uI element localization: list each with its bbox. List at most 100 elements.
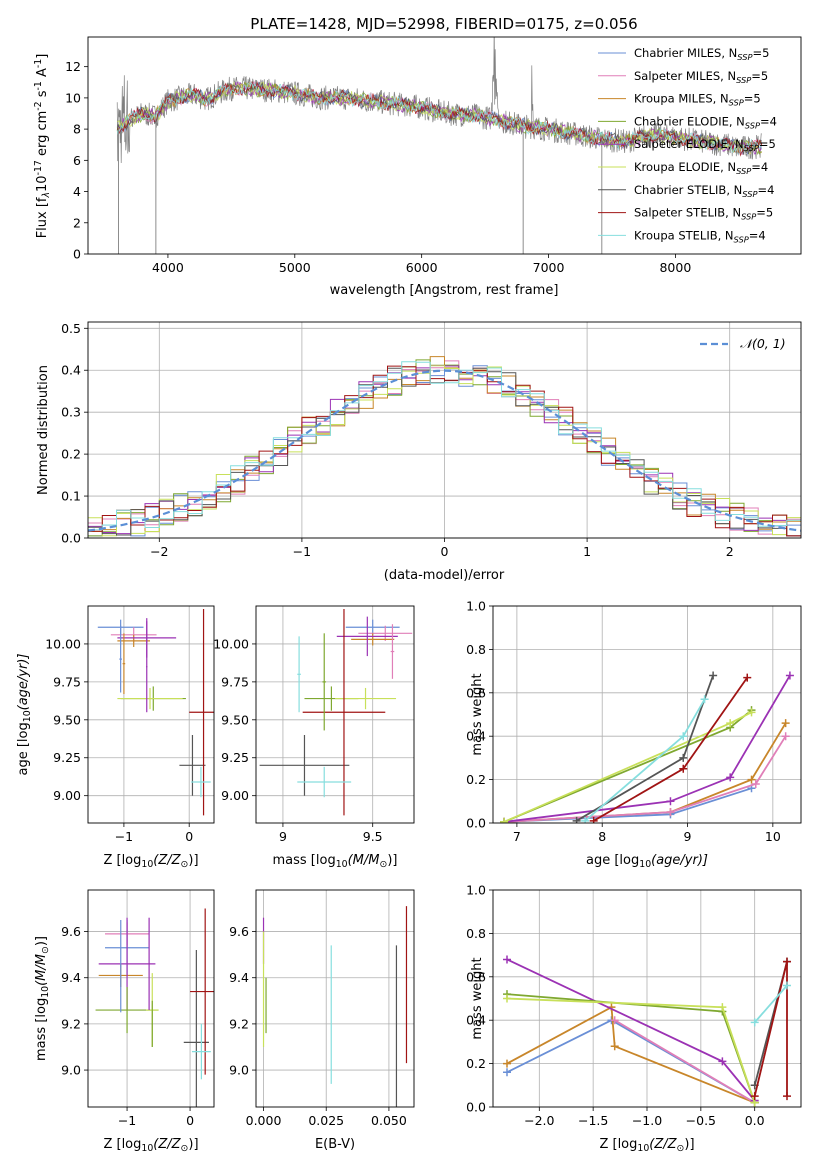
weight-marker [666,797,675,806]
label-part: E(B-V) [315,1137,355,1152]
label-part: =5 [756,206,773,220]
panel-residual_distribution: −2 −1 0 1 2 0.0 0.1 0.2 0.3 0.4 0.5 (data-model)/er… [36,321,802,583]
label-part: =4 [751,160,768,174]
weight-series [503,674,791,823]
x-tick-label: 8000 [659,260,691,275]
x-tick-label: −1.0 [632,1113,662,1128]
legend-entry: Chabrier STELIB, NSSP=4 [634,183,774,199]
panel-mass_vs_EBV: 0.000 0.025 0.050 9.0 9.2 9.4 9.6 E(B-V) [229,889,415,1152]
legend-entry: Chabrier MILES, NSSP=5 [634,46,769,62]
y-tick-label: 1.0 [466,883,486,898]
x-tick-label: 0 [185,829,193,844]
weight-series [504,722,787,823]
x-axis-label: Z [log10(Z/Z⊙)] [103,853,198,870]
x-tick-label: 9 [279,829,287,844]
y-tick-label: 0.6 [466,685,486,700]
y-tick-label: 10.00 [45,636,81,651]
x-tick-label: −1 [118,1113,136,1128]
y-tick-label: 2 [73,215,81,230]
y-axis-label: mass [log10(M/M⊙)] [34,936,51,1061]
weight-series [504,735,787,823]
x-axis-label: age [log10(age/yr)] [586,853,708,870]
y-tick-label: 0.6 [466,969,486,984]
legend-entry: Salpeter MILES, NSSP=5 [634,69,768,85]
label-part: Chabrier MILES, N [634,46,737,60]
axes-frame [87,321,802,539]
x-tick-label: 2 [726,544,734,559]
weight-marker [750,1092,759,1101]
label-part: SSP [744,143,759,153]
axes-frame [87,889,215,1108]
label-part: Kroupa STELIB, N [634,228,734,242]
histograms [88,356,801,537]
model-spectrum [116,82,763,156]
weight-marker [785,671,794,680]
y-tick-label: 0.1 [61,489,81,504]
weight-marker [679,732,688,741]
weight-marker [726,719,735,728]
y-tick-label: 10 [65,90,81,105]
axes-frame [255,605,415,824]
label-part: Salpeter STELIB, N [634,206,741,220]
axes-frame [255,889,415,1108]
label-part: Kroupa ELODIE, N [634,160,736,174]
weight-marker [751,779,760,788]
y-axis-label: Normed distribution [36,365,51,495]
panel-age_vs_mass: 9 9.5 9.00 9.25 9.50 9.75 10.00 mass [log10(M/M… [213,605,415,870]
y-tick-label: 9.00 [53,788,81,803]
weight-series [614,1019,756,1104]
y-tick-label: 9.6 [61,924,81,939]
axes-frame [87,605,215,824]
label-part: -2 [33,101,44,110]
label-part: Z [log [103,853,141,868]
x-tick-label: −2.0 [524,1113,554,1128]
y-tick-label: 0.3 [61,405,81,420]
weight-marker [783,957,791,966]
weight-series [506,1005,756,1104]
x-tick-label: 8 [598,829,606,844]
axes-frame [492,605,802,824]
histogram-series [88,365,801,537]
label-part: SSP [734,234,749,244]
label-part: =5 [751,69,768,83]
y-tick-label: 0.0 [61,531,81,546]
y-tick-label: 9.50 [221,712,249,727]
y-tick-label: 9.4 [61,970,81,985]
y-tick-label: 0.2 [466,772,486,787]
x-tick-label: 6000 [406,260,438,275]
label-part: SSP [745,120,760,130]
histogram-series [88,361,801,531]
weight-marker [726,773,735,782]
y-tick-label: 4 [73,184,81,199]
y-tick-label: 0.8 [466,926,486,941]
x-axis-label: (data-model)/error [384,568,505,583]
label-part: Chabrier ELODIE, N [634,114,745,128]
label-part: Z [log [599,1137,637,1152]
label-part: Flux [f [35,197,50,238]
label-part: Salpeter ELODIE, N [634,137,744,151]
label-part: )] [188,853,198,868]
x-tick-label: 0.050 [371,1113,407,1128]
legend-entry: Kroupa ELODIE, NSSP=4 [634,160,768,176]
errorbars [262,906,408,1107]
weight-marker [666,808,675,817]
legend: 𝒩(0, 1) [700,336,786,351]
y-tick-label: 0.5 [61,321,81,336]
weight-marker [747,708,756,717]
label-part: )] [684,1137,694,1152]
panel-mass_vs_Z: −1 09.09.29.49.6Z [log10(Z/Z⊙)]mass [log1… [34,889,215,1154]
y-tick-label: 9.2 [229,1016,249,1031]
x-tick-label: 1 [583,544,591,559]
label-part: )] [387,853,397,868]
weight-series [576,675,714,822]
weight-marker [581,816,590,823]
x-axis-label: Z [log10(Z/Z⊙)] [103,1137,198,1154]
x-tick-label: −1 [115,829,133,844]
label-part: Chabrier STELIB, N [634,183,742,197]
weight-series [753,961,788,1097]
label-part: 10 [141,859,153,870]
histogram-series [88,365,801,537]
